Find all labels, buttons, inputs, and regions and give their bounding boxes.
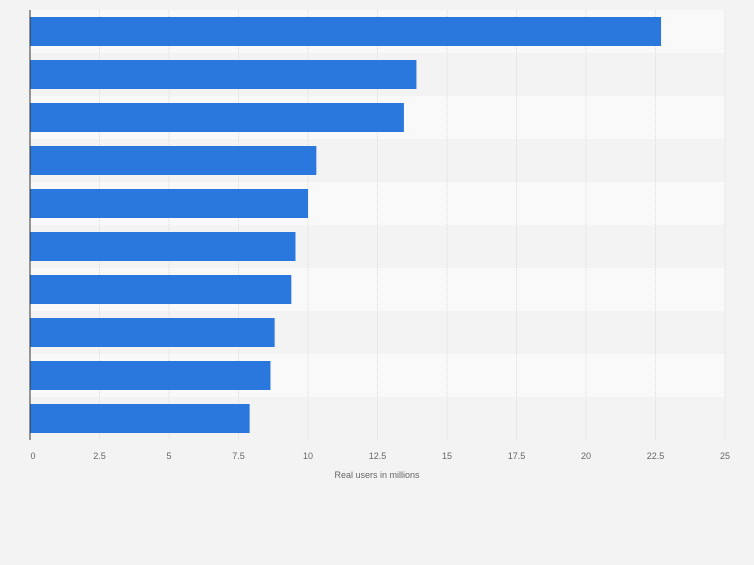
- x-tick-label: 20: [581, 451, 591, 461]
- x-tick-label: 12.5: [369, 451, 387, 461]
- x-tick-label: 2.5: [93, 451, 106, 461]
- x-tick-label: 25: [720, 451, 730, 461]
- bar: [30, 189, 308, 218]
- bar: [30, 318, 275, 347]
- x-tick-label: 17.5: [508, 451, 526, 461]
- x-tick-label: 7.5: [232, 451, 245, 461]
- bar: [30, 17, 662, 46]
- bar: [30, 361, 271, 390]
- x-tick-label: 5: [166, 451, 171, 461]
- x-axis-ticks: 0 2.5 5 7.5 10 12.5 15 17.5 20 22.5 25: [30, 451, 730, 461]
- bar: [30, 146, 317, 175]
- x-tick-label: 22.5: [647, 451, 665, 461]
- bars: [30, 17, 662, 433]
- x-tick-label: 15: [442, 451, 452, 461]
- bar: [30, 103, 404, 132]
- bar: [30, 275, 292, 304]
- bar: [30, 404, 250, 433]
- x-axis-label: Real users in millions: [334, 470, 420, 480]
- x-tick-label: 0: [30, 451, 35, 461]
- bar: [30, 60, 417, 89]
- bar: [30, 232, 296, 261]
- x-tick-label: 10: [303, 451, 313, 461]
